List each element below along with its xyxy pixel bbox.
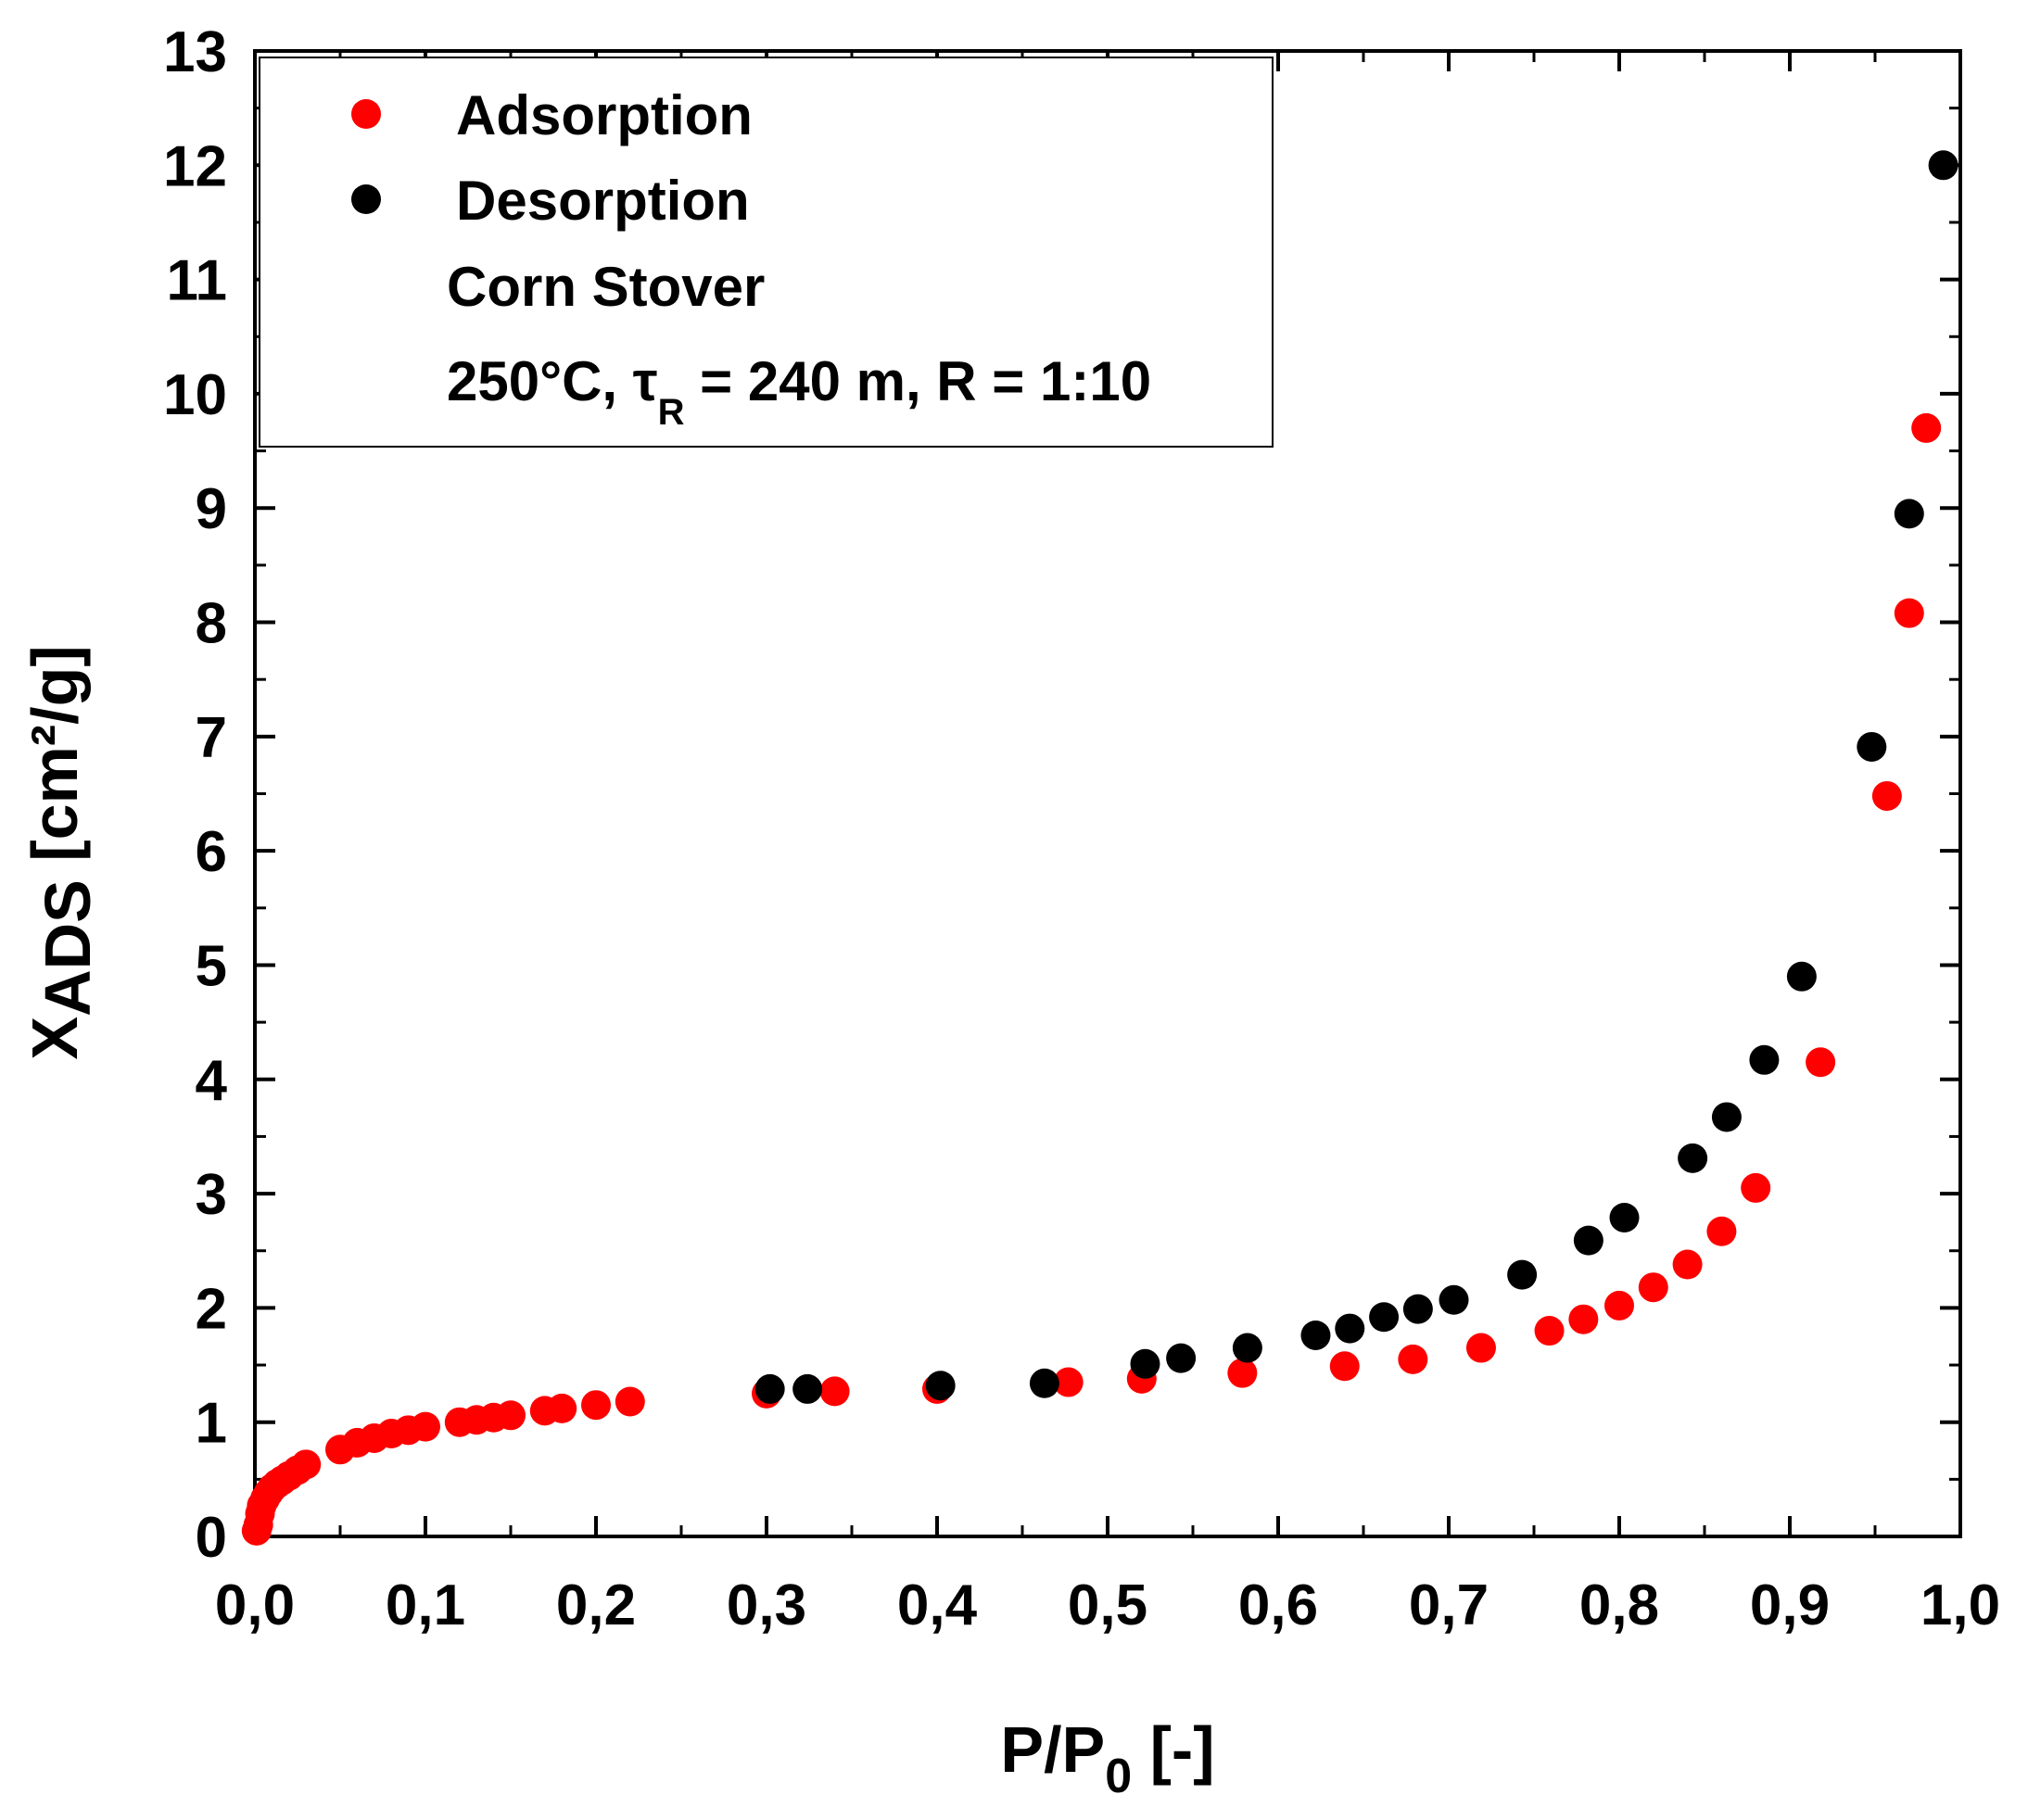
desorption-point <box>1749 1044 1780 1075</box>
adsorption-point <box>1806 1047 1836 1078</box>
y-tick-label: 10 <box>163 363 227 427</box>
y-tick-label: 5 <box>196 934 227 998</box>
desorption-point <box>1928 150 1958 181</box>
desorption-point <box>1439 1284 1469 1315</box>
adsorption-point <box>1604 1290 1634 1321</box>
annotation-conditions-a: 250°C, τ <box>447 350 658 412</box>
series-adsorption <box>241 412 1942 1546</box>
adsorption-point <box>1911 412 1942 443</box>
x-axis-ticks: 0,0 0,1 0,2 0,3 0,4 0,5 0,6 0,7 0,8 0,9 1,0 <box>215 51 2000 1637</box>
annotation-conditions: 250°C, τR = 240 m, R = 1:10 <box>447 350 1151 433</box>
x-tick-label: 0,0 <box>215 1574 295 1637</box>
y-tick-label: 8 <box>196 592 227 656</box>
legend-frame <box>259 57 1274 448</box>
x-axis-title-sub: 0 <box>1105 1750 1132 1803</box>
desorption-point <box>1369 1302 1400 1333</box>
x-tick-label: 0,5 <box>1068 1574 1147 1637</box>
desorption-point <box>925 1371 956 1401</box>
x-tick-label: 0,3 <box>727 1574 806 1637</box>
annotation-conditions-b: = 240 m, R = 1:10 <box>684 350 1151 412</box>
y-tick-label: 6 <box>196 820 227 884</box>
y-tick-label: 12 <box>163 134 227 198</box>
adsorption-point <box>1638 1272 1668 1303</box>
adsorption-point <box>496 1400 526 1431</box>
desorption-point <box>1678 1143 1708 1173</box>
desorption-point <box>1300 1320 1331 1350</box>
x-tick-label: 0,4 <box>897 1574 978 1637</box>
y-axis-title: XADS [cm²/g] <box>19 645 104 1059</box>
x-tick-label: 0,6 <box>1238 1574 1318 1637</box>
desorption-point <box>1894 499 1924 529</box>
y-tick-label: 3 <box>196 1163 227 1227</box>
legend-marker-adsorption <box>351 99 381 129</box>
x-tick-label: 0,2 <box>556 1574 636 1637</box>
y-tick-label: 13 <box>163 20 227 84</box>
x-axis-title-main: P/P <box>1000 1713 1105 1786</box>
y-tick-label: 0 <box>196 1506 227 1570</box>
x-tick-label: 1,0 <box>1920 1574 2000 1637</box>
y-axis-title-tail: [cm²/g] <box>19 645 91 879</box>
adsorption-point <box>411 1411 440 1442</box>
legend: Adsorption Desorption Corn Stover 250°C,… <box>259 57 1274 448</box>
y-tick-label: 4 <box>196 1049 228 1113</box>
adsorption-point <box>581 1390 611 1421</box>
desorption-point <box>1507 1259 1538 1290</box>
desorption-point <box>1166 1343 1197 1373</box>
adsorption-point <box>1871 780 1902 811</box>
desorption-point <box>1786 961 1817 992</box>
adsorption-point <box>1227 1358 1258 1388</box>
adsorption-point <box>1706 1216 1737 1246</box>
adsorption-point <box>819 1376 850 1407</box>
desorption-point <box>754 1373 785 1404</box>
adsorption-point <box>547 1393 577 1423</box>
y-tick-label: 2 <box>196 1277 227 1341</box>
desorption-point <box>1857 731 1887 762</box>
annotation-conditions-sub: R <box>658 392 685 433</box>
y-tick-label: 11 <box>166 249 227 313</box>
y-axis-title-main: X <box>19 1017 91 1060</box>
adsorption-point <box>1398 1344 1428 1374</box>
x-tick-label: 0,9 <box>1750 1574 1830 1637</box>
y-axis-title-sub: ADS <box>32 879 104 1017</box>
x-axis-title: P/P0 [-] <box>1000 1713 1214 1803</box>
series-desorption <box>754 150 1958 1404</box>
desorption-point <box>792 1373 823 1404</box>
adsorption-point <box>1741 1172 1771 1203</box>
adsorption-point <box>1894 598 1924 628</box>
desorption-point <box>1232 1333 1262 1363</box>
desorption-point <box>1402 1294 1433 1324</box>
adsorption-point <box>615 1386 645 1417</box>
desorption-point <box>1711 1102 1742 1132</box>
legend-label-desorption: Desorption <box>456 170 750 232</box>
adsorption-point <box>1465 1333 1496 1363</box>
x-axis-title-tail: [-] <box>1132 1713 1214 1786</box>
legend-label-adsorption: Adsorption <box>456 84 753 146</box>
desorption-point <box>1573 1225 1603 1256</box>
adsorption-point <box>1053 1367 1084 1397</box>
adsorption-point <box>1672 1249 1703 1280</box>
desorption-point <box>1029 1368 1059 1398</box>
legend-marker-desorption <box>351 184 381 214</box>
y-tick-label: 1 <box>196 1392 227 1456</box>
y-tick-label: 9 <box>196 477 227 541</box>
desorption-point <box>1609 1202 1640 1232</box>
adsorption-point <box>1568 1304 1599 1334</box>
adsorption-point <box>1534 1316 1565 1346</box>
annotation-sample: Corn Stover <box>447 256 765 318</box>
x-tick-label: 0,7 <box>1409 1574 1489 1637</box>
x-tick-label: 0,8 <box>1579 1574 1659 1637</box>
adsorption-point <box>291 1449 322 1480</box>
desorption-point <box>1130 1348 1160 1379</box>
x-tick-label: 0,1 <box>386 1574 465 1637</box>
y-tick-label: 7 <box>196 706 227 770</box>
adsorption-point <box>1329 1351 1360 1382</box>
desorption-point <box>1335 1313 1365 1344</box>
